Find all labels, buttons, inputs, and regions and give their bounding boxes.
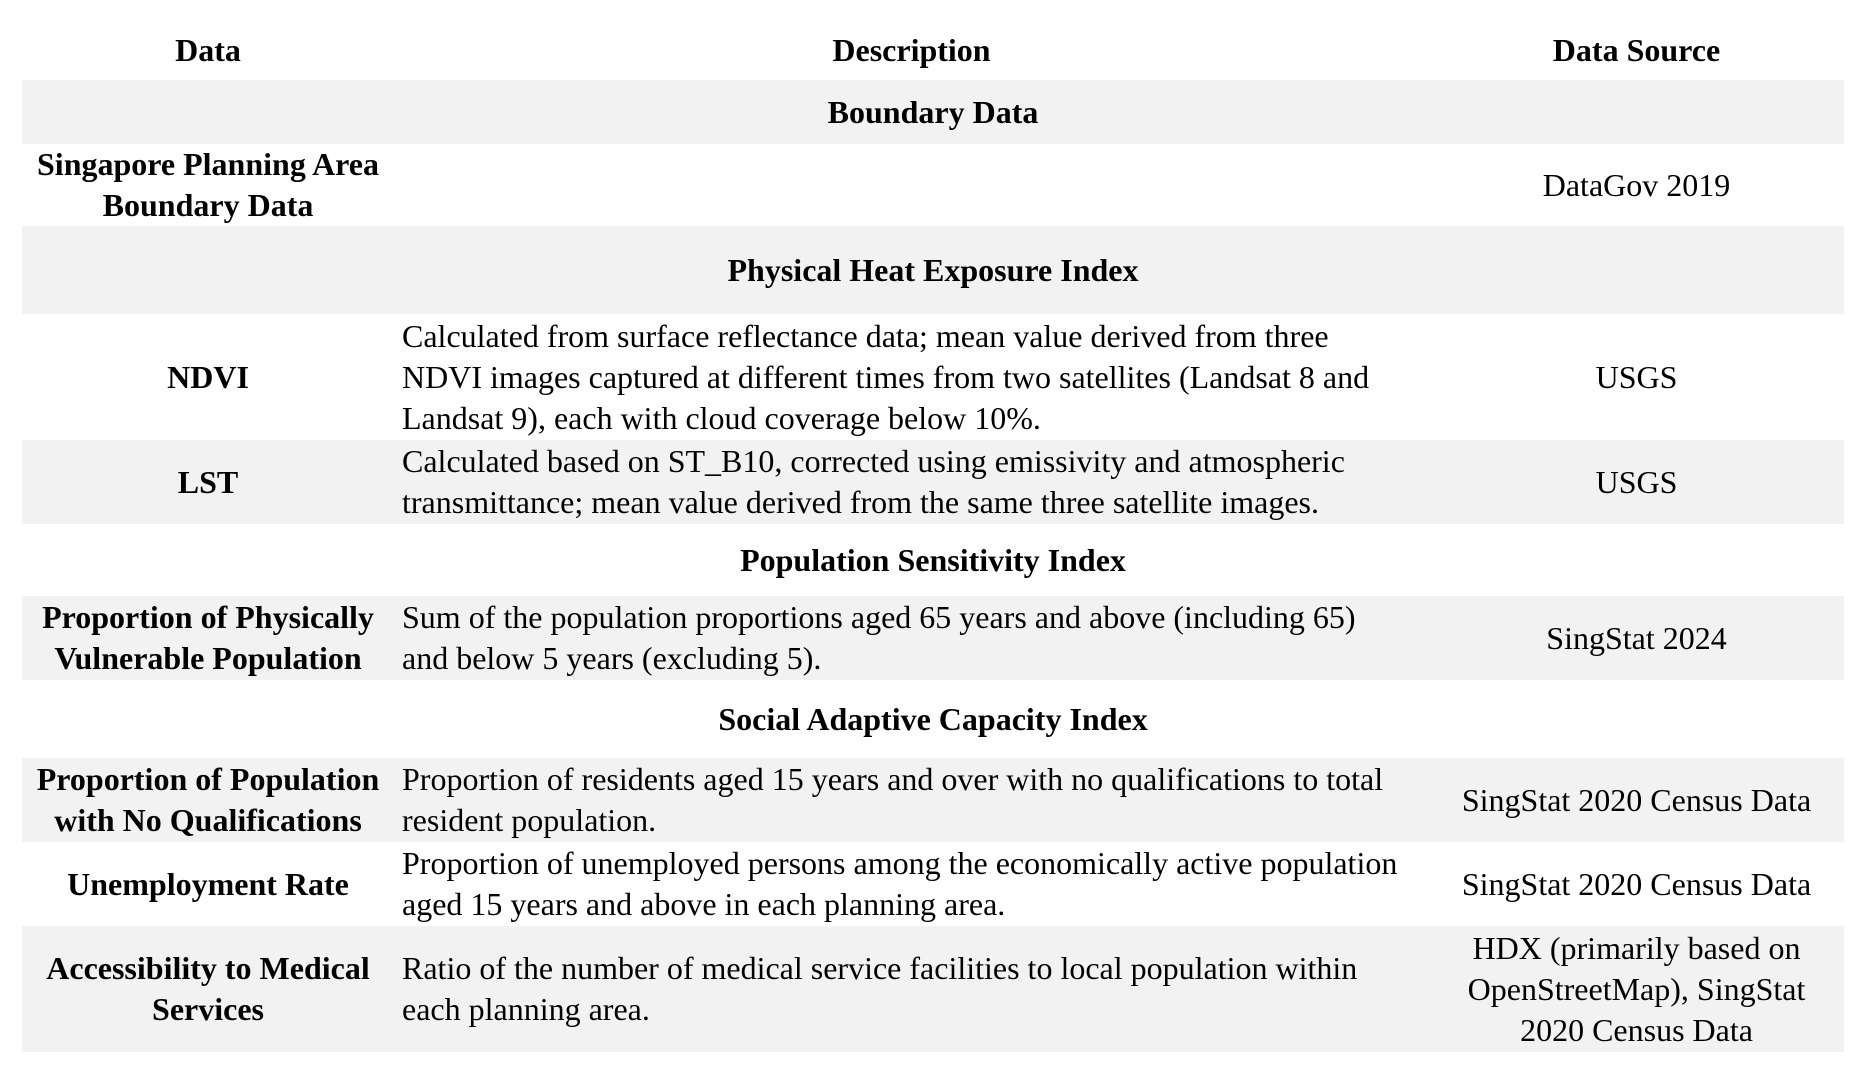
row-data-name: Proportion of Population with No Qualifi… — [22, 758, 394, 842]
column-header-source: Data Source — [1429, 20, 1844, 80]
row-data-source: DataGov 2019 — [1429, 144, 1844, 226]
section-title: Physical Heat Exposure Index — [22, 226, 1844, 314]
row-description: Sum of the population proportions aged 6… — [394, 596, 1429, 680]
row-description: Proportion of residents aged 15 years an… — [394, 758, 1429, 842]
table-row: Singapore Planning Area Boundary Data Da… — [22, 144, 1844, 226]
row-data-source: SingStat 2024 — [1429, 596, 1844, 680]
table-row: LST Calculated based on ST_B10, correcte… — [22, 440, 1844, 524]
section-title: Social Adaptive Capacity Index — [22, 680, 1844, 758]
section-title: Population Sensitivity Index — [22, 524, 1844, 596]
row-description: Ratio of the number of medical service f… — [394, 926, 1429, 1052]
row-description: Proportion of unemployed persons among t… — [394, 842, 1429, 926]
section-row-boundary: Boundary Data — [22, 80, 1844, 144]
row-data-source: SingStat 2020 Census Data — [1429, 842, 1844, 926]
row-data-name: Singapore Planning Area Boundary Data — [22, 144, 394, 226]
section-row-heat-exposure: Physical Heat Exposure Index — [22, 226, 1844, 314]
row-data-name: Proportion of Physically Vulnerable Popu… — [22, 596, 394, 680]
table-row: Unemployment Rate Proportion of unemploy… — [22, 842, 1844, 926]
row-data-source: HDX (primarily based on OpenStreetMap), … — [1429, 926, 1844, 1052]
row-data-name: NDVI — [22, 314, 394, 440]
header-row: Data Description Data Source — [22, 20, 1844, 80]
section-row-social-adaptive: Social Adaptive Capacity Index — [22, 680, 1844, 758]
table-row: Proportion of Population with No Qualifi… — [22, 758, 1844, 842]
row-data-name: Unemployment Rate — [22, 842, 394, 926]
table-row: NDVI Calculated from surface reflectance… — [22, 314, 1844, 440]
row-data-name: LST — [22, 440, 394, 524]
row-data-name: Accessibility to Medical Services — [22, 926, 394, 1052]
row-description: Calculated based on ST_B10, corrected us… — [394, 440, 1429, 524]
row-data-source: USGS — [1429, 314, 1844, 440]
column-header-description: Description — [394, 20, 1429, 80]
section-title: Boundary Data — [22, 80, 1844, 144]
column-header-data: Data — [22, 20, 394, 80]
row-description — [394, 144, 1429, 226]
data-sources-table: Data Description Data Source Boundary Da… — [22, 20, 1844, 1052]
row-description: Calculated from surface reflectance data… — [394, 314, 1429, 440]
table-row: Proportion of Physically Vulnerable Popu… — [22, 596, 1844, 680]
data-sources-table-container: Data Description Data Source Boundary Da… — [22, 20, 1844, 1052]
section-row-population-sensitivity: Population Sensitivity Index — [22, 524, 1844, 596]
table-row: Accessibility to Medical Services Ratio … — [22, 926, 1844, 1052]
row-data-source: USGS — [1429, 440, 1844, 524]
row-data-source: SingStat 2020 Census Data — [1429, 758, 1844, 842]
